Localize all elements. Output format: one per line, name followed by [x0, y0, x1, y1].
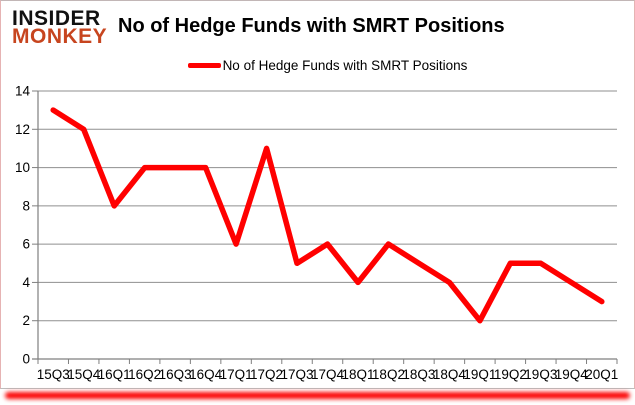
y-axis-tick-label: 10: [15, 160, 30, 175]
y-axis-tick-label: 4: [22, 275, 30, 290]
y-axis-tick-label: 12: [15, 122, 30, 137]
x-axis-tick-label: 16Q1: [98, 367, 131, 382]
x-axis-tick-label: 19Q4: [555, 367, 589, 382]
chart-legend: No of Hedge Funds with SMRT Positions: [1, 58, 634, 73]
x-axis-tick-label: 17Q4: [311, 367, 345, 382]
x-axis-tick-label: 16Q4: [189, 367, 223, 382]
legend-line-swatch: [187, 63, 221, 68]
x-axis-tick-label: 17Q2: [250, 367, 283, 382]
legend-label: No of Hedge Funds with SMRT Positions: [222, 58, 468, 73]
x-axis-tick-label: 18Q3: [402, 367, 435, 382]
y-axis-tick-label: 14: [15, 84, 31, 99]
chart-card: INSIDER MONKEY No of Hedge Funds with SM…: [0, 0, 635, 389]
x-axis-tick-label: 15Q4: [67, 367, 101, 382]
x-axis-tick-label: 17Q3: [281, 367, 314, 382]
logo-line-insider: INSIDER: [12, 7, 101, 30]
x-axis-tick-label: 18Q1: [341, 367, 374, 382]
x-axis-tick-label: 18Q2: [372, 367, 405, 382]
x-axis-tick-label: 18Q4: [433, 367, 467, 382]
x-axis-tick-label: 20Q1: [585, 367, 618, 382]
y-axis-tick-label: 0: [22, 352, 30, 367]
y-axis-tick-label: 2: [22, 313, 30, 328]
red-glow-bar: [5, 392, 630, 399]
y-axis-tick-label: 6: [22, 237, 30, 252]
x-axis-tick-label: 16Q3: [159, 367, 192, 382]
x-axis-tick-label: 19Q2: [494, 367, 527, 382]
series-line: [50, 107, 605, 324]
page-title: No of Hedge Funds with SMRT Positions: [118, 15, 505, 37]
logo-line-monkey: MONKEY: [12, 25, 108, 49]
x-axis-tick-label: 16Q2: [128, 367, 161, 382]
x-axis-tick-label: 19Q1: [463, 367, 496, 382]
x-axis-tick-label: 19Q3: [524, 367, 557, 382]
insider-monkey-logo: INSIDER MONKEY: [12, 7, 108, 49]
x-axis-tick-label: 15Q3: [37, 367, 70, 382]
x-axis-tick-label: 17Q1: [220, 367, 253, 382]
y-axis-tick-label: 8: [22, 198, 30, 213]
